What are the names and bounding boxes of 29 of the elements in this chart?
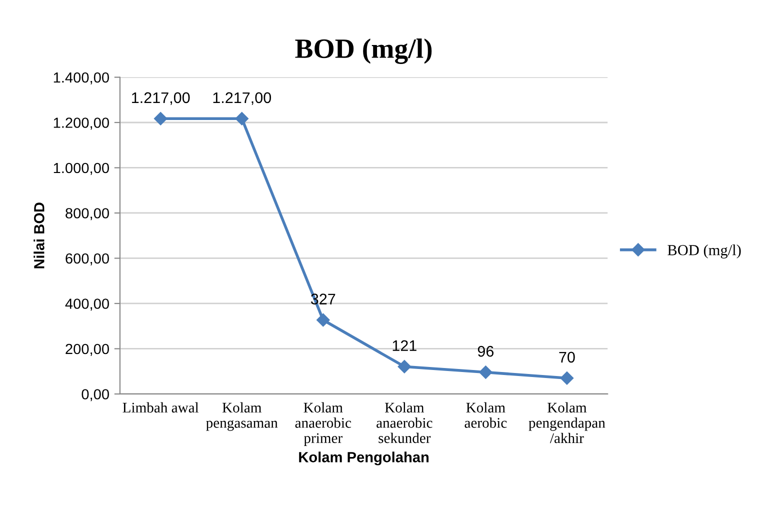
x-tick-label: Kolam pengasaman — [206, 402, 278, 431]
y-tick-label: 0,00 — [82, 389, 109, 402]
data-label: 1.217,00 — [213, 92, 272, 105]
legend-label: BOD (mg/l) — [668, 244, 741, 258]
point — [479, 366, 492, 379]
x-axis-title: Kolam Pengolahan — [299, 452, 429, 466]
point — [398, 360, 412, 374]
data-label: 1.217,00 — [132, 92, 190, 105]
y-tick-label: 1.200,00 — [54, 118, 109, 130]
data-label: 121 — [392, 340, 416, 351]
y-tick-label: 200,00 — [66, 344, 109, 356]
data-label: 70 — [559, 352, 575, 363]
x-tick-label: Kolam aerobic — [464, 402, 507, 428]
x-tick-label: Kolam anaerobic primer — [295, 402, 352, 446]
y-tick-label: 1.000,00 — [54, 162, 109, 175]
y-tick-label: 1.400,00 — [54, 72, 109, 84]
x-tick-label: Kolam anaerobic sekunder — [376, 402, 432, 444]
y-tick-label: 800,00 — [66, 208, 109, 220]
data-label: 96 — [478, 346, 494, 357]
point — [560, 372, 574, 385]
chart-title: BOD (mg/l) — [295, 38, 432, 64]
point — [154, 112, 168, 126]
x-tick-label: Kolam pengendapan /akhir — [528, 402, 606, 444]
point — [316, 313, 330, 327]
y-axis-title: Nilai BOD — [34, 202, 44, 268]
y-tick-label: 600,00 — [66, 253, 109, 266]
point — [235, 112, 248, 126]
y-tick-label: 400,00 — [65, 298, 109, 311]
x-tick-label: Limbah awal — [122, 402, 199, 413]
